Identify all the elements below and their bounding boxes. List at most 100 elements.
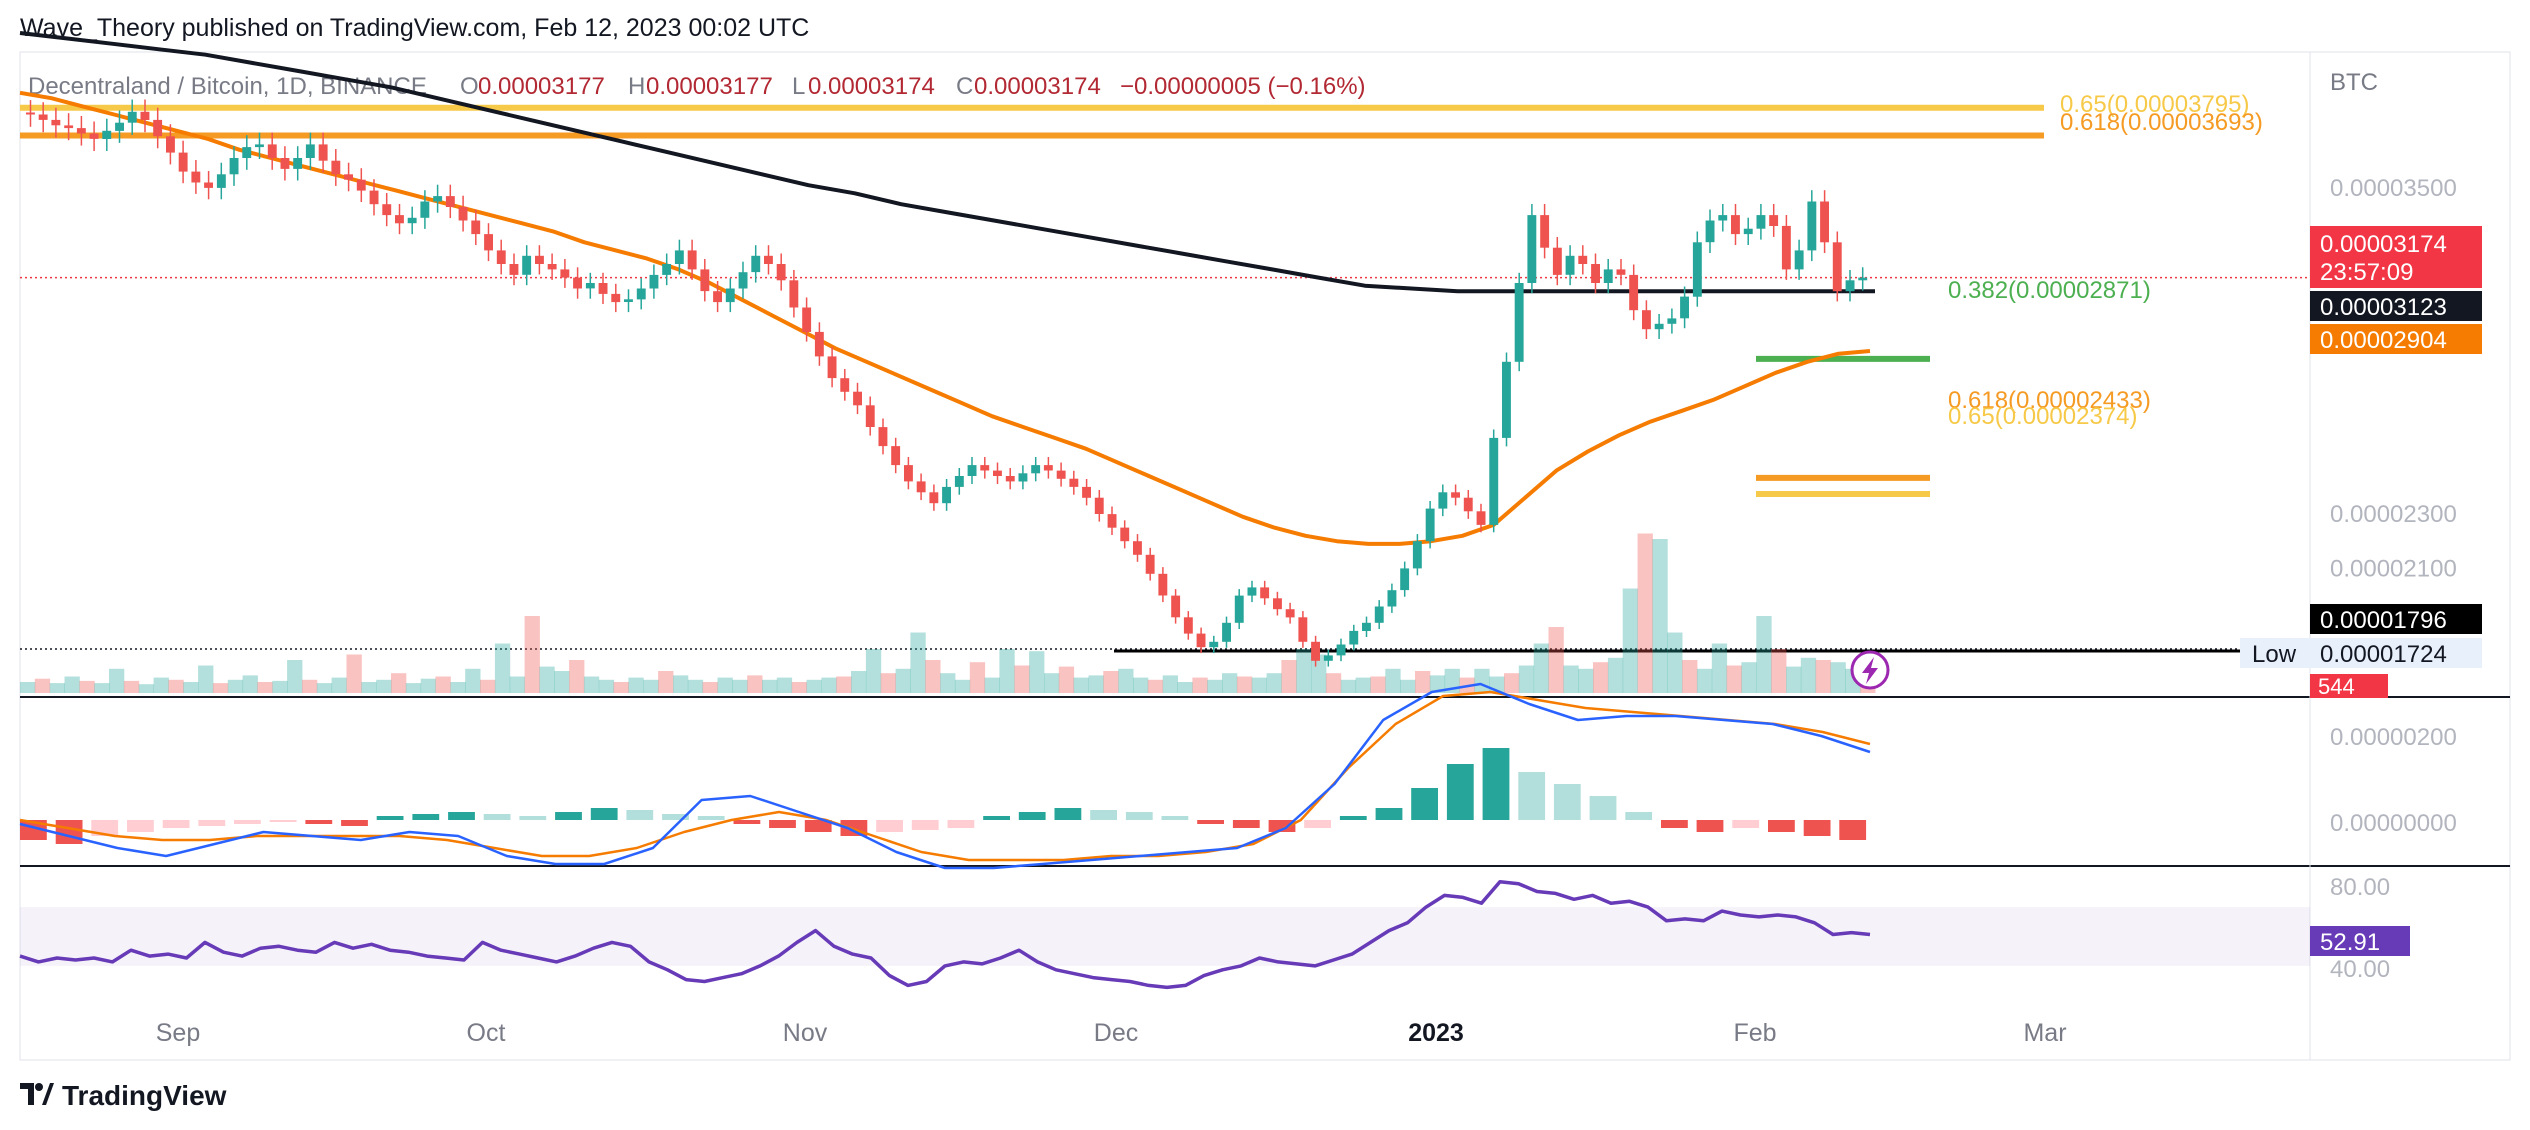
- time-tick-label: Nov: [783, 1019, 828, 1047]
- symbol-legend[interactable]: Decentraland / Bitcoin, 1D, BINANCE O 0.…: [28, 73, 1366, 100]
- rsi-pane[interactable]: [19, 879, 2310, 990]
- candle-body: [216, 174, 226, 188]
- open-value: 0.00003177: [478, 73, 605, 100]
- time-tick-label: Feb: [1733, 1019, 1776, 1047]
- candle-body: [1018, 473, 1028, 482]
- volume-bar: [242, 675, 258, 693]
- volume-bar: [969, 662, 986, 693]
- ema50-price-value: 0.00002904: [2320, 327, 2447, 354]
- candle-body: [904, 465, 913, 482]
- volume-bar: [954, 679, 971, 693]
- candle-body: [1603, 269, 1613, 283]
- lightning-icon[interactable]: [1850, 650, 1890, 690]
- volume-bar: [1786, 666, 1802, 693]
- volume-bars: [20, 533, 1876, 693]
- volume-bar: [984, 677, 1000, 693]
- volume-bar: [836, 676, 852, 693]
- macd-histogram-bar: [1268, 820, 1296, 832]
- macd-histogram-bar: [1018, 812, 1046, 820]
- volume-bar: [821, 677, 837, 693]
- volume-bar: [1103, 671, 1119, 693]
- volume-bar: [524, 616, 540, 693]
- candle-body: [954, 476, 964, 487]
- macd-histogram-bar: [448, 812, 475, 820]
- rsi-value-tag: 52.91: [2310, 926, 2410, 956]
- candle-body: [891, 446, 901, 466]
- volume-bar: [1815, 660, 1831, 693]
- time-tick-label: Mar: [2023, 1019, 2066, 1047]
- tradingview-brand[interactable]: TradingView: [20, 1080, 226, 1112]
- candle-body: [1489, 437, 1499, 525]
- moving-average-lines: [19, 31, 1875, 546]
- macd-histogram-bar: [1839, 820, 1867, 840]
- candle-body: [115, 122, 124, 131]
- volume-bar: [123, 680, 140, 693]
- volume-bar: [138, 684, 154, 693]
- volume-bar: [1504, 673, 1520, 693]
- candle-body: [878, 427, 888, 447]
- candle-body: [484, 234, 493, 251]
- macd-histogram-bar: [198, 820, 226, 826]
- volume-bar: [346, 654, 362, 693]
- chart-frame: [19, 51, 2511, 1061]
- candle-body: [522, 255, 532, 275]
- macd-histogram-bar: [804, 820, 832, 832]
- candle-body: [1858, 277, 1868, 281]
- volume-bar: [1563, 665, 1579, 693]
- price-tick-label: 0.00003500: [2330, 175, 2457, 202]
- volume-bar: [1474, 668, 1490, 693]
- volume-bar: [1667, 632, 1683, 693]
- candle-body: [1680, 296, 1689, 319]
- volume-bar: [1622, 588, 1638, 693]
- volume-bar: [1800, 657, 1817, 693]
- candle-body: [356, 179, 366, 191]
- candle-body: [1209, 641, 1219, 648]
- candlestick-series[interactable]: [26, 99, 1868, 667]
- symbol-title[interactable]: Decentraland / Bitcoin, 1D, BINANCE: [28, 73, 427, 100]
- candle-body: [1412, 541, 1422, 569]
- macd-histogram-bar: [341, 820, 368, 826]
- volume-bar: [1429, 675, 1446, 693]
- ema200-line: [19, 31, 1875, 294]
- candle-body: [102, 130, 112, 139]
- volume-bar: [1192, 677, 1208, 693]
- candle-body: [1273, 598, 1282, 610]
- candle-body: [967, 465, 977, 476]
- candle-body: [1807, 201, 1817, 251]
- macd-histogram-bar: [1125, 812, 1153, 820]
- candle-body: [38, 114, 48, 120]
- candle-body: [166, 136, 175, 153]
- candle-body: [1667, 318, 1677, 324]
- candle-body: [1794, 250, 1804, 270]
- volume-bar: [613, 682, 629, 693]
- candle-body: [1374, 606, 1384, 623]
- macd-histogram-bar: [911, 820, 939, 830]
- candle-body: [636, 288, 646, 300]
- candle-body: [191, 171, 201, 183]
- volume-bar: [1088, 675, 1104, 693]
- volume-bar: [1830, 662, 1846, 693]
- candle-body: [242, 147, 252, 158]
- candle-body: [293, 158, 303, 169]
- macd-histogram-bar: [1518, 772, 1546, 820]
- volume-bar: [1236, 676, 1253, 693]
- volume-bar: [1014, 665, 1030, 693]
- candle-body: [535, 255, 544, 264]
- tradingview-brand-label: TradingView: [62, 1080, 227, 1111]
- candle-body: [1781, 225, 1791, 270]
- volume-bar: [34, 678, 51, 693]
- open-label: O: [460, 73, 479, 100]
- candle-body: [471, 220, 481, 235]
- volume-bar: [925, 660, 941, 693]
- candle-body: [725, 288, 735, 303]
- candle-body: [1094, 497, 1104, 514]
- candle-body: [993, 470, 1002, 476]
- volume-bar: [1385, 668, 1401, 693]
- volume-bar: [895, 668, 911, 693]
- candle-body: [433, 196, 443, 202]
- volume-bar: [153, 677, 169, 693]
- macd-pane[interactable]: [19, 682, 1871, 870]
- volume-bar: [1593, 662, 1609, 693]
- candle-body: [1234, 595, 1244, 623]
